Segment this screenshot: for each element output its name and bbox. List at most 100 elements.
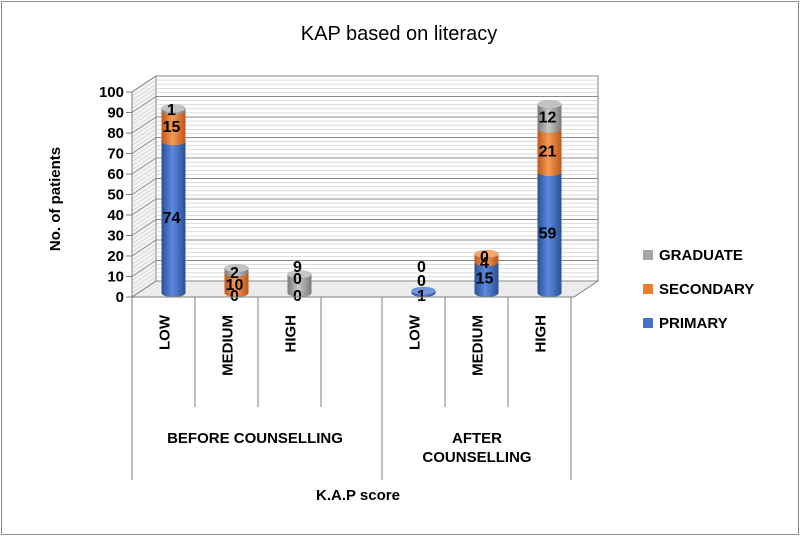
bar-segment-base bbox=[161, 289, 186, 297]
minor-gridline bbox=[131, 92, 157, 109]
gridline bbox=[131, 178, 598, 195]
bar-segment-top bbox=[161, 104, 186, 113]
x-group-label: BEFORE COUNSELLING bbox=[167, 430, 343, 447]
minor-gridline bbox=[131, 100, 157, 117]
minor-gridline bbox=[131, 268, 157, 285]
bar-segment bbox=[537, 104, 562, 129]
bar-segment-base bbox=[474, 289, 499, 297]
legend-swatch bbox=[643, 318, 653, 328]
y-tick-label: 100 bbox=[99, 84, 124, 101]
bar-segment bbox=[537, 172, 562, 293]
minor-gridline bbox=[131, 153, 157, 171]
legend-label: PRIMARY bbox=[659, 315, 728, 332]
bar-segment-top bbox=[537, 100, 562, 109]
data-label: 12 bbox=[539, 110, 557, 127]
data-label: 59 bbox=[539, 226, 557, 243]
minor-gridline bbox=[131, 174, 157, 191]
minor-gridline bbox=[131, 202, 157, 220]
legend-label: SECONDARY bbox=[659, 281, 754, 298]
x-category-label: MEDIUM bbox=[220, 315, 237, 376]
floor bbox=[130, 280, 600, 298]
minor-gridline bbox=[131, 206, 157, 224]
bar-segment-base bbox=[537, 289, 562, 297]
minor-gridline bbox=[131, 243, 157, 261]
minor-gridline bbox=[131, 120, 157, 138]
y-tick-label: 90 bbox=[107, 105, 124, 122]
minor-gridline bbox=[131, 227, 157, 244]
x-category-label: LOW bbox=[157, 314, 174, 350]
minor-gridline bbox=[131, 108, 157, 126]
chart-title: KAP based on literacy bbox=[301, 23, 497, 45]
data-label: 1 bbox=[167, 102, 176, 119]
bar-segment bbox=[287, 274, 312, 293]
bar-segment-top bbox=[474, 249, 499, 259]
minor-gridline bbox=[131, 211, 157, 228]
y-tick-label: 40 bbox=[107, 207, 124, 224]
minor-gridline bbox=[131, 161, 157, 179]
minor-gridline bbox=[131, 231, 157, 249]
gridlines bbox=[131, 75, 598, 298]
gridline bbox=[131, 260, 598, 277]
legend-swatch bbox=[643, 250, 653, 260]
minor-gridline bbox=[131, 112, 157, 130]
minor-gridline bbox=[131, 186, 157, 203]
minor-gridline bbox=[131, 247, 157, 265]
bar-segment-base bbox=[537, 168, 562, 177]
x-group-label: AFTER bbox=[452, 430, 502, 447]
bar-segment-base bbox=[474, 258, 499, 267]
y-tick-label: 10 bbox=[107, 269, 124, 286]
bar-segment-top bbox=[287, 270, 312, 279]
gridline bbox=[131, 239, 598, 257]
bar-segment-base bbox=[287, 289, 312, 297]
bar-segment-top bbox=[411, 286, 436, 296]
minor-gridline bbox=[131, 83, 157, 101]
x-category-label: LOW bbox=[407, 314, 424, 350]
y-tick-label: 50 bbox=[107, 187, 124, 204]
x-category-label: MEDIUM bbox=[470, 315, 487, 376]
minor-gridline bbox=[131, 124, 157, 142]
data-label: 74 bbox=[163, 210, 181, 227]
gridline bbox=[131, 280, 598, 298]
y-tick-label: 0 bbox=[116, 289, 124, 306]
data-label: 0 bbox=[417, 259, 426, 276]
y-tick-label: 80 bbox=[107, 125, 124, 142]
data-label: 2 bbox=[230, 265, 239, 282]
bar-segment bbox=[161, 141, 186, 293]
minor-gridline bbox=[131, 194, 157, 212]
minor-gridline bbox=[131, 145, 157, 162]
gridline bbox=[131, 116, 598, 134]
gridline bbox=[131, 96, 598, 113]
minor-gridline bbox=[131, 223, 157, 240]
bar-segment bbox=[537, 129, 562, 173]
legend-label: GRADUATE bbox=[659, 247, 743, 264]
y-axis-title: No. of patients bbox=[47, 147, 64, 251]
minor-gridline bbox=[131, 190, 157, 208]
minor-gridline bbox=[131, 141, 157, 158]
data-label: 0 bbox=[480, 249, 489, 266]
bar-segment bbox=[224, 272, 249, 293]
bar-segment-top bbox=[224, 264, 249, 273]
bar-segment-base bbox=[161, 137, 186, 146]
bar-segment bbox=[161, 110, 186, 142]
minor-gridline bbox=[131, 182, 157, 199]
data-label: 15 bbox=[163, 119, 181, 136]
minor-gridline bbox=[131, 149, 157, 167]
x-category-label: HIGH bbox=[283, 315, 300, 353]
minor-gridline bbox=[131, 88, 157, 105]
minor-gridline bbox=[131, 104, 157, 121]
minor-gridline bbox=[131, 133, 157, 150]
bar-segment bbox=[474, 254, 499, 263]
x-category-label: HIGH bbox=[533, 315, 550, 353]
minor-gridline bbox=[131, 170, 157, 187]
data-label: 21 bbox=[539, 144, 557, 161]
minor-gridline bbox=[131, 79, 157, 97]
data-label: 0 bbox=[417, 273, 426, 290]
y-tick-label: 20 bbox=[107, 248, 124, 265]
y-tick-label: 70 bbox=[107, 146, 124, 163]
y-tick-label: 30 bbox=[107, 228, 124, 245]
minor-gridline bbox=[131, 165, 157, 183]
legend: GRADUATE SECONDARY PRIMARY bbox=[643, 247, 754, 332]
gridline bbox=[131, 75, 598, 93]
